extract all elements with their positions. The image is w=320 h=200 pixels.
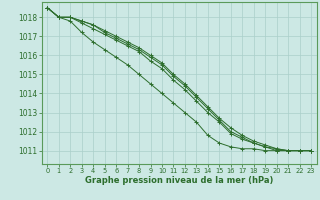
X-axis label: Graphe pression niveau de la mer (hPa): Graphe pression niveau de la mer (hPa) (85, 176, 273, 185)
